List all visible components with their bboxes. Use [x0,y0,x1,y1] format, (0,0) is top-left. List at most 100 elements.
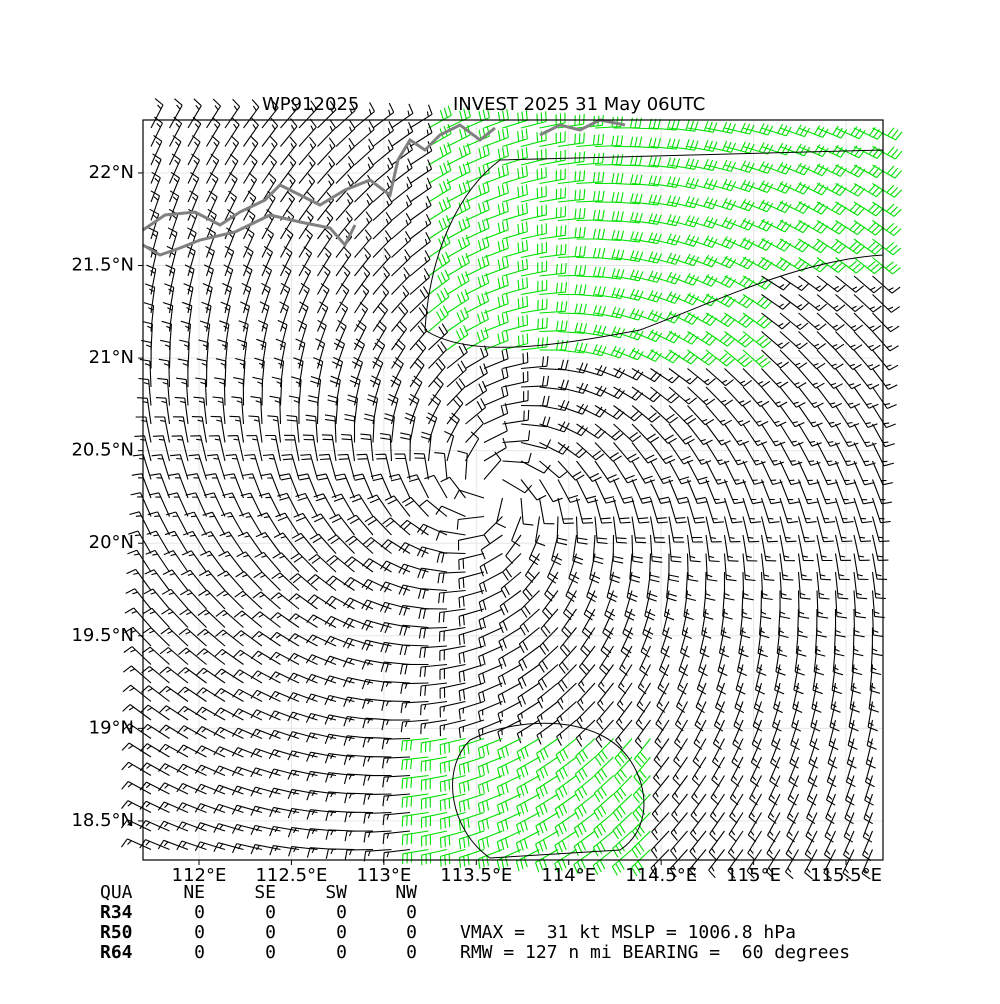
wind-barb [835,164,866,178]
wind-barb [497,701,522,724]
wind-barb [539,627,559,655]
wind-barb [760,571,773,601]
wind-barb [594,756,614,785]
wind-barb [176,763,207,776]
wind-barb [290,553,318,573]
wind-barb [835,145,866,159]
wind-barb [194,822,226,832]
wind-barb [465,398,486,425]
wind-barb [298,155,316,184]
wind-barb [668,368,698,385]
wind-barb [705,312,736,327]
wind-barb [176,802,207,814]
wind-barb [198,589,226,610]
wind-barb [742,161,774,174]
wind-barb [306,828,337,839]
wind-barb [354,283,370,314]
wind-barb [631,213,662,225]
wind-barb [271,376,283,406]
wind-barb [335,137,355,166]
wind-barb [622,608,634,640]
wind-barb [639,645,651,677]
wind-barb [155,397,171,425]
wind-barb [612,830,633,858]
wind-barb [713,701,726,732]
wind-barb [297,473,319,499]
wind-barb [668,120,699,132]
wind-barb [344,413,356,443]
wind-barb [311,513,337,536]
wind-barb [687,177,718,191]
wind-barb [804,849,818,880]
wind-barb [853,164,884,179]
wind-barb [779,534,795,562]
wind-barb [219,531,244,554]
wind-barb [465,254,490,277]
wind-barb [181,550,207,573]
wind-barb [361,558,392,573]
wind-barb [613,405,643,422]
wind-barb [594,423,624,441]
wind-barb [409,104,433,129]
wind-barb [612,497,631,524]
wind-barb [344,811,374,823]
wind-barb [391,249,411,277]
wind-barb [477,811,503,833]
wind-barb [613,193,643,205]
wind-barb [779,331,808,350]
wind-barb [520,479,547,501]
wind-barb [668,423,695,445]
wind-barb [539,262,567,277]
wind-barb [162,569,189,591]
wind-barb [631,460,656,484]
wind-barb [298,209,314,240]
wind-barb [243,172,258,203]
wind-barb [483,348,509,370]
wind-barb [465,199,490,222]
wind-barb [409,213,432,240]
wind-barb [465,236,490,258]
wind-barb [419,645,448,658]
wind-barb [224,153,239,184]
wind-barb [816,571,830,600]
wind-barb [183,530,207,554]
wind-barb [539,187,567,203]
wind-barb [542,590,559,620]
wind-barb [651,793,670,823]
wind-barb [594,497,612,524]
wind-barb [200,550,226,573]
wind-barb [178,647,207,665]
wind-barb [446,252,470,277]
wind-barb [681,608,692,640]
wind-barb [749,756,762,788]
wind-barb [335,174,355,203]
wind-barb [594,229,625,242]
wind-barb [742,442,766,466]
wind-barb [761,181,792,194]
table-header: SW [325,882,347,903]
wind-barb [354,320,367,351]
wind-barb [438,626,466,642]
wind-barb [458,774,485,794]
wind-barb [354,156,374,184]
wind-barb [631,232,662,245]
wind-barb [724,423,750,446]
wind-barb [751,719,763,751]
wind-barb [465,272,490,295]
wind-barb [298,301,309,332]
wind-barb [477,756,503,777]
wind-barb [381,700,411,711]
wind-barb [705,516,722,543]
wind-barb [362,537,392,554]
wind-barb [594,460,620,483]
wind-barb [668,516,685,543]
wind-barb [872,164,903,179]
wind-barb [313,493,337,517]
wind-barb [148,492,171,517]
wind-barb [335,301,349,332]
row-label: R64 [100,942,133,963]
wind-barb [670,812,688,841]
wind-barb [384,413,395,443]
wind-barb [465,327,489,351]
wind-barb [363,811,392,824]
